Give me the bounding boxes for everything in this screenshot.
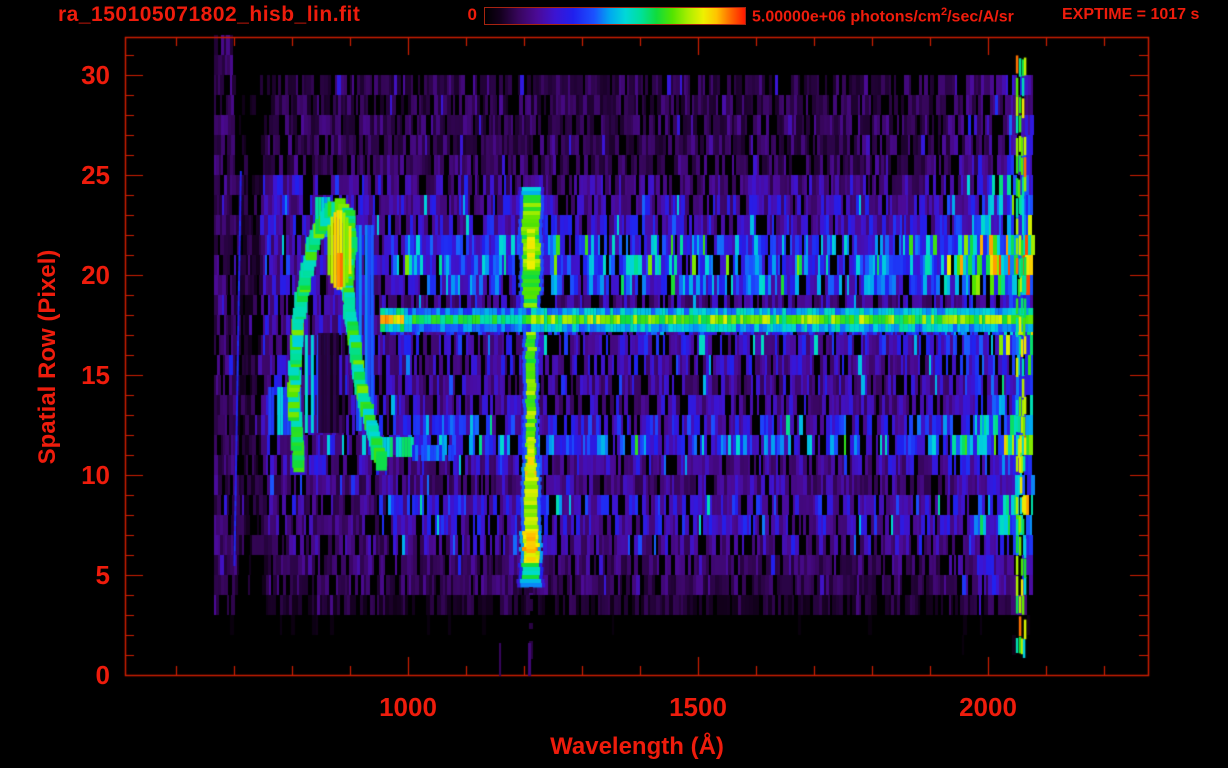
y-tick-label: 15 (81, 360, 110, 390)
colorbar (484, 7, 746, 25)
y-tick-label: 25 (81, 160, 110, 190)
y-tick-label: 30 (81, 60, 110, 90)
y-tick-label: 10 (81, 460, 110, 490)
superscript-two: 2 (940, 6, 948, 18)
colorbar-min-label: 0 (467, 5, 477, 24)
colorbar-max-label: 5.00000e+06 photons/cm2/sec/A/sr (752, 6, 1014, 26)
exptime-label: EXPTIME = 1017 s (1062, 6, 1200, 23)
y-tick-label: 20 (81, 260, 110, 290)
x-tick-label: 1500 (669, 692, 727, 722)
x-axis-title: Wavelength (Å) (550, 733, 724, 760)
x-tick-label: 1000 (379, 692, 437, 722)
x-tick-label: 2000 (959, 692, 1017, 722)
plot-title: ra_150105071802_hisb_lin.fit (58, 3, 361, 26)
y-tick-label: 5 (95, 560, 110, 590)
y-tick-label: 0 (95, 660, 110, 690)
